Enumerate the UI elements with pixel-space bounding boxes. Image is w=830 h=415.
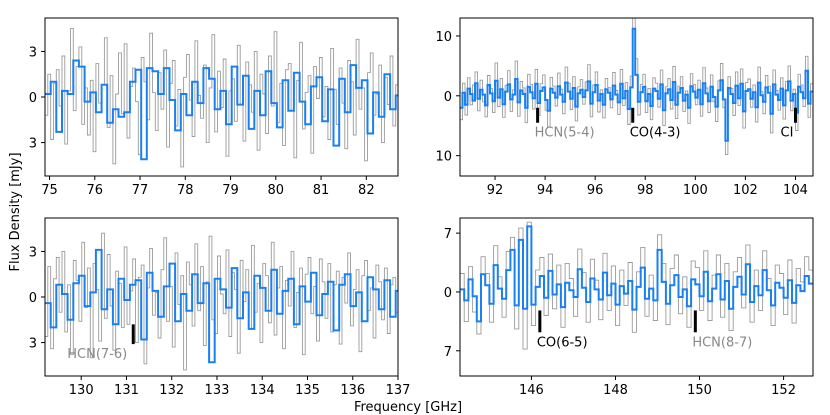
y-tick-label: 7 — [444, 227, 452, 242]
x-tick-label: 82 — [358, 183, 375, 198]
raw-spectrum-series — [45, 232, 398, 371]
x-tick-label: 131 — [114, 383, 139, 398]
y-tick-label: 0 — [29, 91, 37, 106]
plot-area — [460, 221, 813, 350]
x-tick-label: 150 — [687, 383, 712, 398]
x-tick-label: 152 — [771, 383, 796, 398]
line-marker-label: CI — [781, 126, 794, 141]
x-tick-label: 79 — [222, 183, 239, 198]
line-marker-label: HCN(5-4) — [535, 126, 595, 141]
y-axis-label: Flux Density [mJy] — [8, 152, 23, 271]
plot-area — [45, 232, 398, 371]
panel-bottom-right: CO(6-5) HCN(8-7) 146 148 150 152 7 0 7 — [444, 217, 814, 398]
plot-area — [460, 18, 813, 155]
x-tick-label: 76 — [87, 183, 104, 198]
y-tick-label: 3 — [29, 137, 37, 152]
x-tick-label: 75 — [41, 183, 58, 198]
binned-spectrum-series — [460, 27, 813, 142]
line-marker-label: HCN(8-7) — [692, 335, 752, 350]
y-tick-label: 10 — [435, 30, 452, 45]
y-tick-label: 0 — [29, 291, 37, 306]
binned-spectrum-series — [45, 248, 398, 364]
y-tick-label: 0 — [444, 90, 452, 105]
x-tick-label: 81 — [313, 183, 330, 198]
panel-bottom-left: HCN(7-6) 130 131 132 133 134 135 136 137 3 0 3 — [29, 217, 411, 398]
x-axis-label: Frequency [GHz] — [354, 400, 462, 415]
x-tick-label: 148 — [603, 383, 628, 398]
x-tick-label: 92 — [487, 183, 504, 198]
x-tick-label: 96 — [587, 183, 604, 198]
x-tick-label: 130 — [69, 383, 94, 398]
x-tick-label: 100 — [683, 183, 708, 198]
x-tick-label: 137 — [386, 383, 411, 398]
x-tick-label: 78 — [177, 183, 194, 198]
x-tick-label: 94 — [537, 183, 554, 198]
x-tick-label: 80 — [268, 183, 285, 198]
x-tick-label: 98 — [637, 183, 654, 198]
raw-spectrum-series — [460, 221, 813, 350]
y-tick-label: 7 — [444, 345, 452, 360]
x-tick-label: 102 — [733, 183, 758, 198]
y-tick-label: 3 — [29, 337, 37, 352]
x-tick-label: 104 — [783, 183, 808, 198]
panel-top-left: 75 76 77 78 79 80 81 82 3 0 3 — [29, 17, 399, 198]
y-tick-label: 3 — [29, 45, 37, 60]
plot-area — [45, 28, 398, 168]
x-tick-label: 133 — [205, 383, 230, 398]
x-tick-label: 134 — [250, 383, 275, 398]
binned-spectrum-series — [460, 225, 813, 323]
y-tick-label: 10 — [435, 150, 452, 165]
line-marker-label: CO(6-5) — [537, 335, 588, 350]
line-marker-label: HCN(7-6) — [67, 347, 127, 362]
binned-spectrum-series — [45, 59, 398, 161]
panel-frame — [459, 17, 814, 177]
y-tick-label: 3 — [29, 245, 37, 260]
x-tick-label: 132 — [159, 383, 184, 398]
panel-frame — [459, 217, 814, 377]
x-tick-label: 136 — [340, 383, 365, 398]
line-marker-label: CO(4-3) — [630, 126, 681, 141]
x-tick-label: 146 — [519, 383, 544, 398]
x-tick-label: 77 — [132, 183, 149, 198]
raw-spectrum-series — [460, 18, 813, 155]
x-tick-label: 135 — [295, 383, 320, 398]
y-tick-label: 0 — [444, 286, 452, 301]
